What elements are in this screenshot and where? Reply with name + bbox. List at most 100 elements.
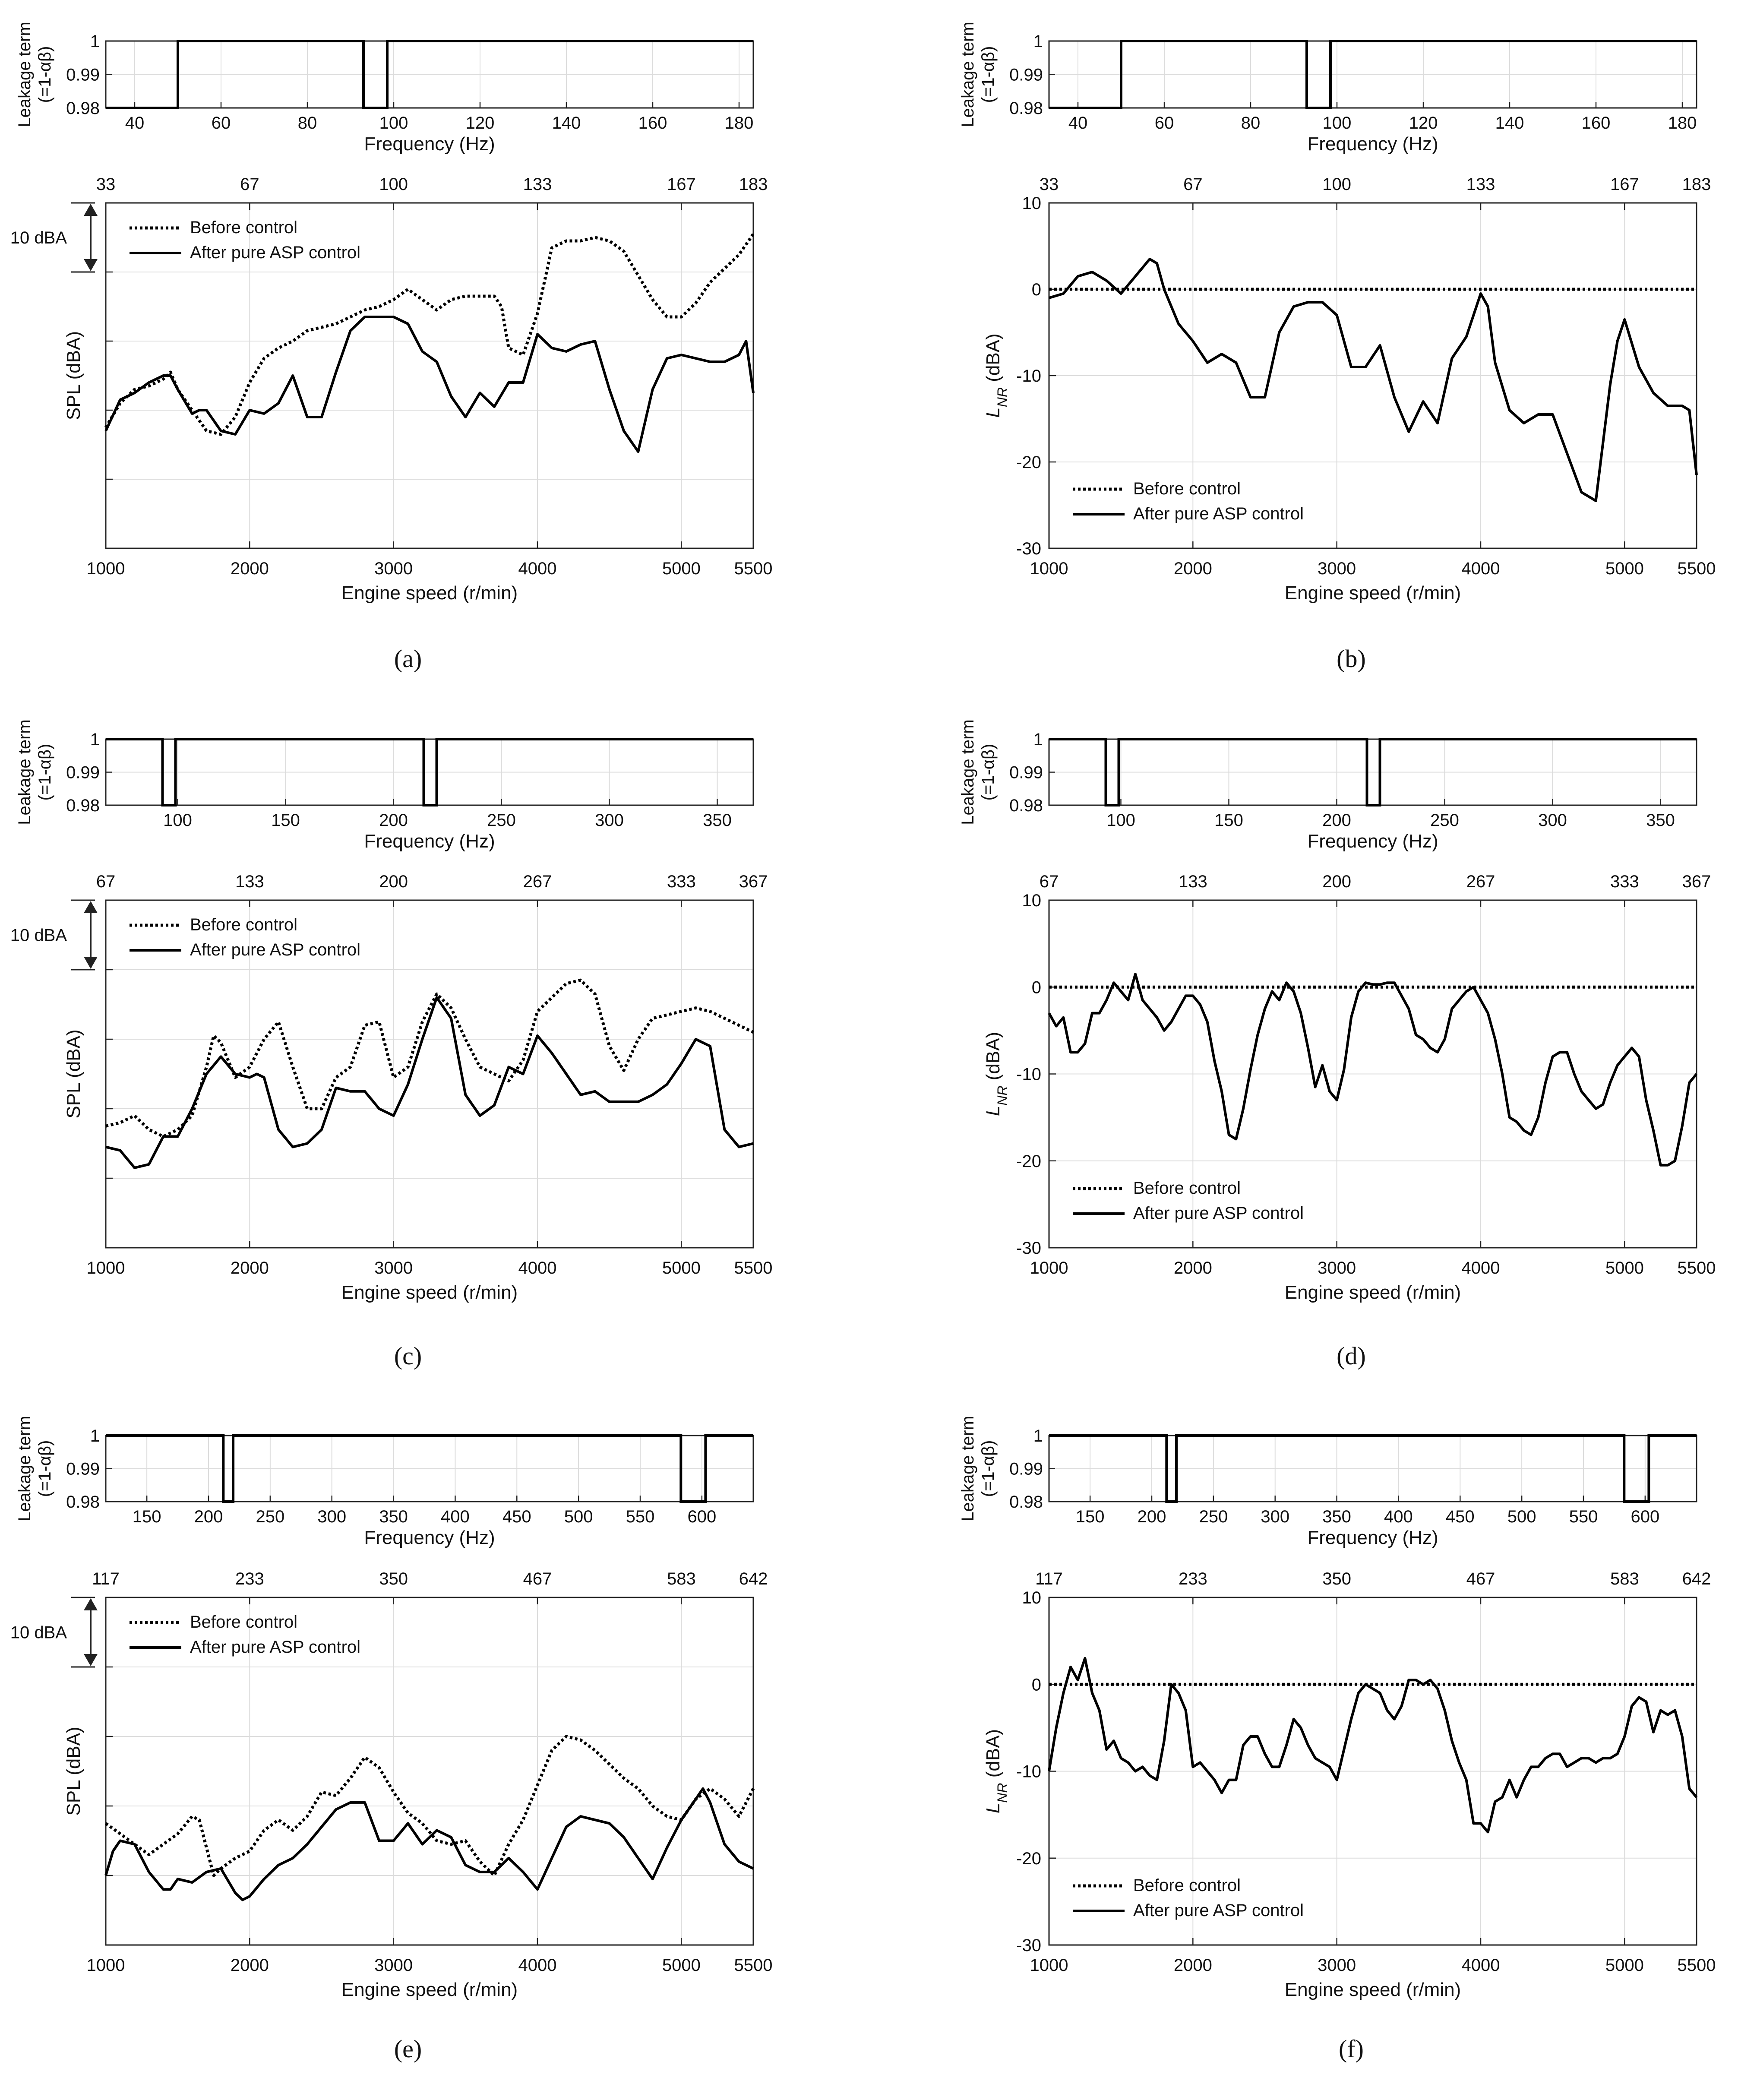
main-x-tick-label: 3000 [374, 559, 413, 578]
leakage-x-tick-label: 120 [466, 114, 495, 133]
leakage-axes-f: 150 200 250 300 350 400 450 500 550 600 0.98 0.99 1 F… [958, 1416, 1697, 1548]
leakage-y-tick-label: 0.99 [66, 763, 100, 782]
leakage-x-tick-label: 140 [1495, 114, 1524, 133]
leakage-y-tick-label: 0.99 [1009, 1460, 1043, 1479]
leakage-y-tick-label: 0.98 [66, 1493, 100, 1512]
top-tick-label: 267 [523, 872, 552, 891]
leakage-line [106, 738, 753, 806]
top-tick-label: 367 [1682, 872, 1711, 891]
main-x-tick-label: 3000 [374, 1956, 413, 1975]
main-x-tick-label: 5000 [662, 559, 701, 578]
legend-label: Before control [1133, 1179, 1241, 1198]
leakage-line [1049, 1434, 1697, 1503]
leakage-x-tick-label: 40 [1068, 114, 1088, 133]
leakage-x-tick-label: 200 [194, 1507, 223, 1526]
top-tick-label: 100 [379, 175, 408, 194]
leakage-y-tick-label: 0.99 [1009, 66, 1043, 85]
leakage-axes-a: 40 60 80 100 120 140 160 180 0.98 0.99 1 Frequency … [15, 22, 754, 155]
panel-caption: (e) [394, 2035, 422, 2063]
top-tick-label: 167 [1610, 175, 1639, 194]
main-axes-e: 1000 117 2000 233 3000 350 4000 467 5000 583 5500 6… [10, 1569, 773, 2000]
leakage-axes-e: 150 200 250 300 350 400 450 500 550 600 0.98 0.99 1 F… [15, 1416, 754, 1548]
main-y-axis-label: SPL (dBA) [63, 1727, 84, 1815]
y-label-subscript: NR [995, 1783, 1010, 1803]
main-axes-c: 1000 67 2000 133 3000 200 4000 267 5000 333 5500 36… [10, 872, 773, 1303]
scale-bar-arrow-down-icon [84, 1654, 98, 1666]
series-line-after-asp-control [104, 316, 755, 453]
top-tick-label: 233 [235, 1569, 264, 1588]
top-tick-label: 642 [1682, 1569, 1711, 1588]
leakage-x-tick-label: 180 [725, 114, 754, 133]
scale-bar-arrow-down-icon [84, 957, 98, 969]
main-x-tick-label: 2000 [1174, 1956, 1212, 1975]
main-x-tick-label: 5000 [662, 1956, 701, 1975]
main-y-tick-label: -10 [1016, 367, 1041, 386]
leakage-y-tick-label: 0.99 [1009, 763, 1043, 782]
main-x-tick-label: 1000 [87, 559, 125, 578]
leakage-axes-b: 40 60 80 100 120 140 160 180 0.98 0.99 1 Frequency … [958, 22, 1697, 155]
main-x-tick-label: 2000 [1174, 559, 1212, 578]
main-axes-d: 1000 67 2000 133 3000 200 4000 267 5000 333 5500 36… [983, 872, 1716, 1303]
scale-bar-arrow-down-icon [84, 259, 98, 271]
y-label-unit: (dBA) [983, 1032, 1004, 1086]
top-tick-label: 100 [1322, 175, 1351, 194]
chart-panel-f: 150 200 250 300 350 400 450 500 550 600 0.98 0.99 1 F… [958, 1416, 1716, 2063]
legend-label: After pure ASP control [190, 1638, 360, 1657]
main-x-axis-label: Engine speed (r/min) [341, 1979, 518, 2000]
main-axes-frame [105, 202, 754, 549]
series-line-after-asp-control [1048, 973, 1698, 1167]
y-label-unit: (dBA) [983, 1729, 1004, 1783]
leakage-x-tick-label: 550 [626, 1507, 655, 1526]
panel-caption: (f) [1339, 2035, 1364, 2063]
main-x-tick-label: 1000 [87, 1956, 125, 1975]
legend: Before control After pure ASP control [1073, 1876, 1304, 1920]
leakage-x-tick-label: 300 [317, 1507, 346, 1526]
main-y-axis-label: SPL (dBA) [63, 331, 84, 420]
main-x-tick-label: 2000 [231, 1259, 269, 1278]
top-tick-label: 367 [739, 872, 768, 891]
leakage-y-tick-label: 0.99 [66, 66, 100, 85]
main-y-axis-label: LNR (dBA) [983, 333, 1010, 417]
legend: Before control After pure ASP control [130, 1613, 360, 1657]
series-line-after-asp-control [1048, 1657, 1698, 1834]
leakage-y-axis-label-2: (=1-αβ) [35, 46, 54, 103]
top-tick-label: 183 [739, 175, 768, 194]
leakage-y-tick-label: 0.98 [66, 796, 100, 815]
main-x-axis-label: Engine speed (r/min) [1285, 1979, 1461, 2000]
scale-bar-arrow-up-icon [84, 1598, 98, 1610]
main-x-tick-label: 5500 [1678, 1259, 1716, 1278]
chart-panel-a: 40 60 80 100 120 140 160 180 0.98 0.99 1 Frequency … [10, 22, 773, 673]
top-tick-label: 467 [523, 1569, 552, 1588]
leakage-x-tick-label: 250 [256, 1507, 284, 1526]
series-line-before-control [105, 978, 754, 1138]
main-y-axis-label: LNR (dBA) [983, 1729, 1010, 1813]
leakage-x-tick-label: 600 [687, 1507, 716, 1526]
legend-label: Before control [1133, 1876, 1241, 1895]
main-y-tick-label: -10 [1016, 1065, 1041, 1084]
main-axes-b: 1000332000673000100400013350001675500183… [983, 175, 1716, 604]
main-x-axis-label: Engine speed (r/min) [1285, 582, 1461, 604]
top-tick-label: 33 [1040, 175, 1059, 194]
panel-caption: (b) [1337, 645, 1366, 673]
leakage-x-tick-label: 350 [379, 1507, 408, 1526]
top-tick-label: 133 [1179, 872, 1207, 891]
leakage-x-axis-label: Frequency (Hz) [1307, 133, 1438, 155]
leakage-x-tick-label: 80 [1241, 114, 1261, 133]
main-x-tick-label: 5000 [1605, 1956, 1644, 1975]
top-tick-label: 183 [1682, 175, 1711, 194]
main-x-tick-label: 4000 [518, 1259, 557, 1278]
legend-label: After pure ASP control [190, 243, 360, 262]
scale-bar-label: 10 dBA [10, 1623, 67, 1642]
main-x-tick-label: 3000 [374, 1259, 413, 1278]
top-tick-label: 117 [92, 1569, 120, 1588]
leakage-x-axis-label: Frequency (Hz) [364, 1527, 495, 1548]
legend-label: After pure ASP control [1133, 1901, 1304, 1920]
leakage-y-axis-label: Leakage term [958, 22, 977, 127]
chart-panel-b: 40 60 80 100 120 140 160 1800.980.991Frequency … [958, 22, 1716, 673]
y-label-subscript: NR [995, 387, 1010, 407]
leakage-x-tick-label: 250 [1199, 1507, 1228, 1526]
series-line-before-control [104, 1735, 755, 1877]
leakage-x-axis-label: Frequency (Hz) [1307, 831, 1438, 852]
leakage-x-tick-label: 60 [212, 114, 231, 133]
